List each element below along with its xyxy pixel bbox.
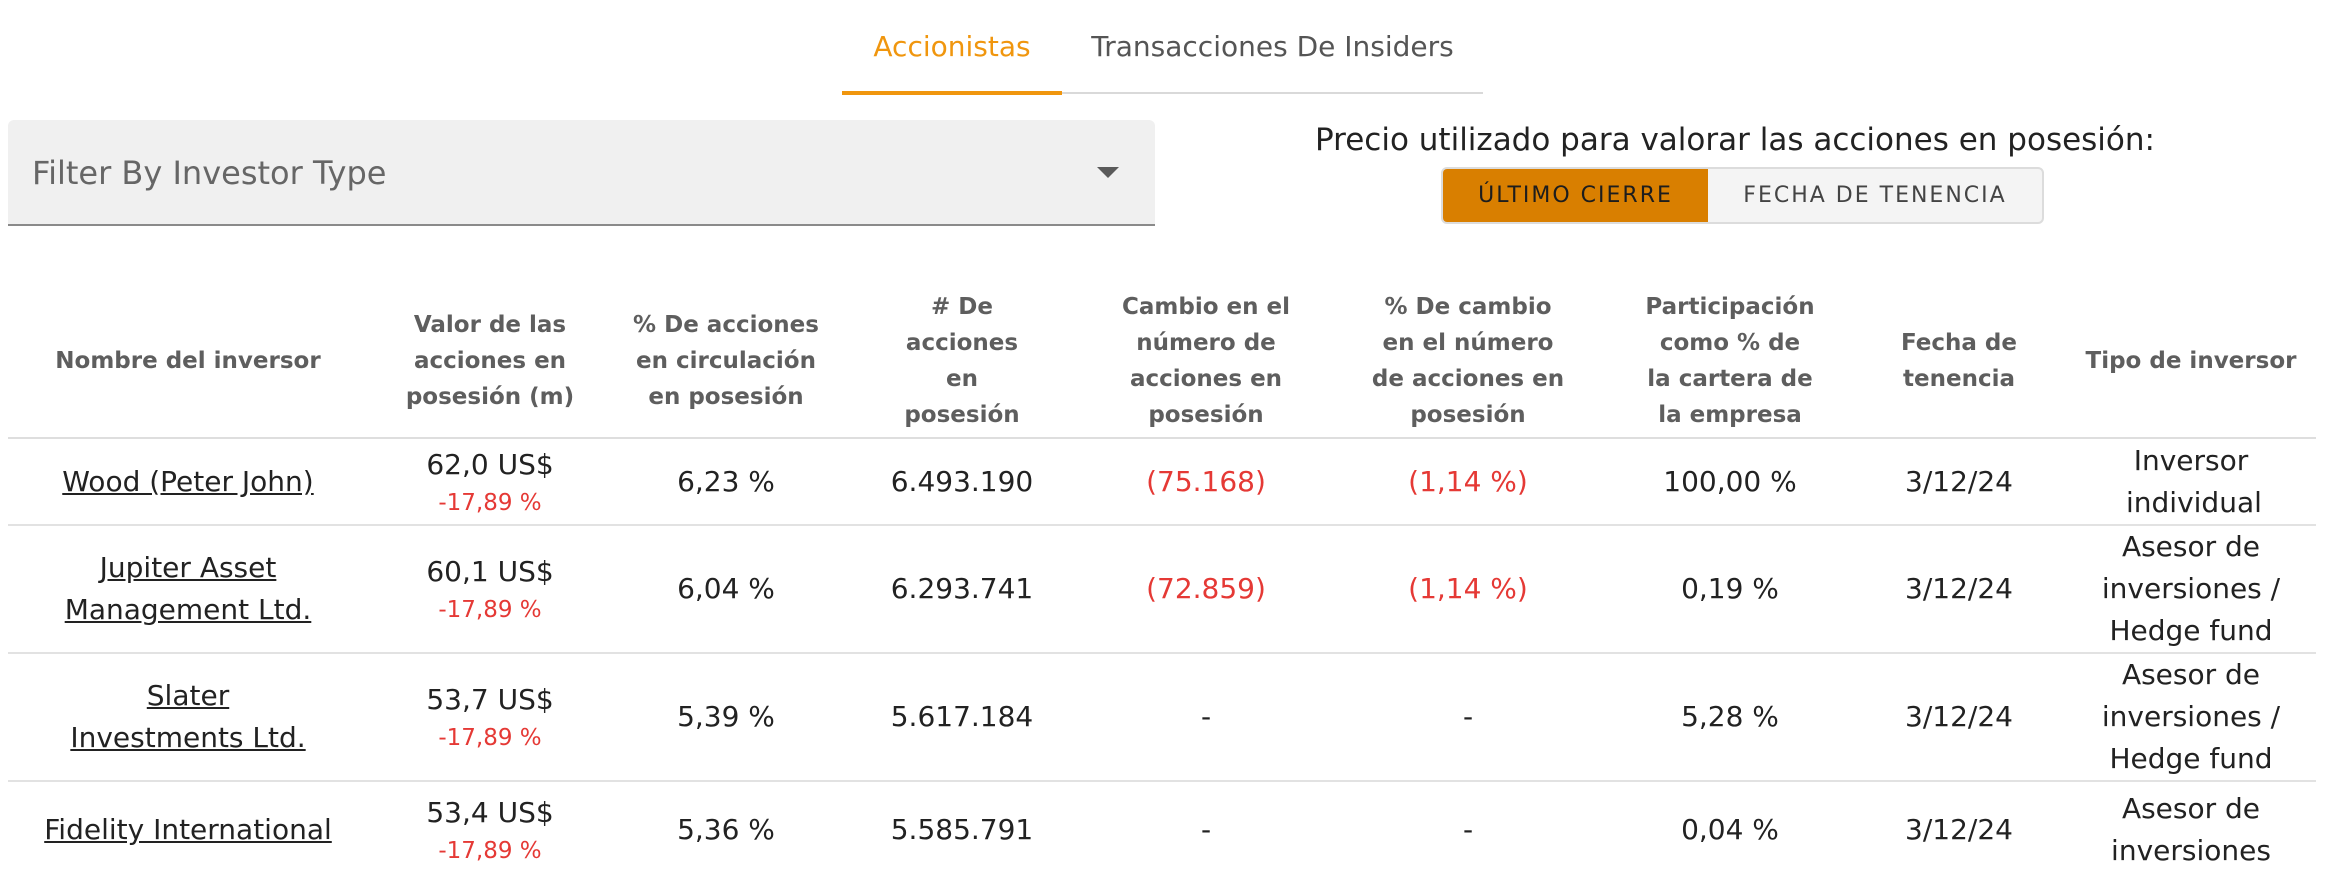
tab-bar: Accionistas Transacciones De Insiders xyxy=(842,0,1483,95)
header-pct-outstanding[interactable]: % De acciones en circulación en posesión xyxy=(612,285,840,437)
value-change: -17,89 % xyxy=(438,489,542,516)
investor-type-cell: Asesor de inversiones xyxy=(2066,782,2316,878)
investor-link[interactable]: Slater Investments Ltd. xyxy=(70,679,306,754)
header-shares-held[interactable]: # De acciones en posesión xyxy=(840,285,1084,437)
value-cell: 53,7 US$ -17,89 % xyxy=(368,654,612,780)
share-change-cell: (72.859) xyxy=(1146,572,1266,605)
holding-value: 62,0 US$ xyxy=(426,447,554,481)
investor-name-cell: Wood (Peter John) xyxy=(8,439,368,524)
holding-value: 53,4 US$ xyxy=(426,796,554,829)
filter-placeholder: Filter By Investor Type xyxy=(32,154,387,192)
header-label: Tipo de inversor xyxy=(2085,348,2297,374)
pct-outstanding-cell: 6,04 % xyxy=(677,572,775,605)
shares-held-cell: 5.585.791 xyxy=(890,813,1034,846)
last-close-button[interactable]: ÚLTIMO CIERRE xyxy=(1443,169,1708,222)
header-value-held[interactable]: Valor de las acciones en posesión (m) xyxy=(368,285,612,437)
investor-name-cell: Jupiter Asset Management Ltd. xyxy=(8,526,368,652)
value-change: -17,89 % xyxy=(438,597,542,623)
pct-outstanding-cell: 6,23 % xyxy=(677,464,775,498)
holding-value: 53,7 US$ xyxy=(426,683,554,716)
header-investor-type[interactable]: Tipo de inversor xyxy=(2066,285,2316,437)
value-cell: 60,1 US$ -17,89 % xyxy=(368,526,612,652)
table-row: Jupiter Asset Management Ltd. 60,1 US$ -1… xyxy=(8,526,2316,654)
value-change: -17,89 % xyxy=(438,838,542,864)
investor-link[interactable]: Jupiter Asset Management Ltd. xyxy=(64,551,312,626)
shares-held-cell: 6.493.190 xyxy=(890,464,1034,498)
investor-name-cell: Fidelity International xyxy=(8,782,368,878)
investor-link[interactable]: Wood (Peter John) xyxy=(62,464,314,498)
investor-type: Asesor de inversiones / Hedge fund xyxy=(2101,530,2281,647)
header-share-change[interactable]: Cambio en el número de acciones en poses… xyxy=(1084,285,1328,437)
investor-link[interactable]: Fidelity International xyxy=(44,813,332,846)
investor-type: Asesor de inversiones xyxy=(2111,792,2271,867)
header-label: Cambio en el número de acciones en poses… xyxy=(1122,294,1290,428)
header-label: % De acciones en circulación en posesión xyxy=(633,312,819,410)
table-header: Nombre del inversor Valor de las accione… xyxy=(8,285,2316,439)
table-row: Wood (Peter John) 62,0 US$ -17,89 % 6,23 … xyxy=(8,439,2316,526)
header-portfolio-pct[interactable]: Participación como % de la cartera de la… xyxy=(1608,285,1852,437)
header-investor-name[interactable]: Nombre del inversor xyxy=(8,285,368,437)
holding-date-cell: 3/12/24 xyxy=(1905,813,2013,846)
pct-change-cell: - xyxy=(1462,813,1474,846)
tab-transacciones-insiders[interactable]: Transacciones De Insiders xyxy=(1091,30,1454,63)
shareholders-table: Nombre del inversor Valor de las accione… xyxy=(8,285,2316,878)
price-valuation-label: Precio utilizado para valorar las accion… xyxy=(1315,122,2155,158)
investor-type-filter[interactable]: Filter By Investor Type xyxy=(8,120,1155,226)
share-change-cell: - xyxy=(1200,813,1212,846)
header-label: % De cambio en el número de acciones en … xyxy=(1371,294,1565,428)
tab-accionistas[interactable]: Accionistas xyxy=(842,0,1062,95)
header-label: # De acciones en posesión xyxy=(904,294,1020,428)
shares-held-cell: 5.617.184 xyxy=(890,700,1034,733)
investor-type-cell: Inversor individual xyxy=(2066,439,2316,524)
header-label: Fecha de tenencia xyxy=(1901,330,2017,392)
table-row: Slater Investments Ltd. 53,7 US$ -17,89 %… xyxy=(8,654,2316,782)
investor-type: Inversor individual xyxy=(2126,443,2262,519)
table-row: Fidelity International 53,4 US$ -17,89 % … xyxy=(8,782,2316,878)
holding-date-cell: 3/12/24 xyxy=(1905,700,2013,733)
value-change: -17,89 % xyxy=(438,725,542,751)
pct-change-cell: (1,14 %) xyxy=(1408,572,1528,605)
header-label: Valor de las acciones en posesión (m) xyxy=(405,312,575,410)
price-toggle: ÚLTIMO CIERRE FECHA DE TENENCIA xyxy=(1441,167,2044,224)
holding-date-button[interactable]: FECHA DE TENENCIA xyxy=(1743,183,2007,208)
portfolio-pct-cell: 100,00 % xyxy=(1663,464,1797,498)
chevron-down-icon xyxy=(1097,167,1119,178)
investor-type-cell: Asesor de inversiones / Hedge fund xyxy=(2066,526,2316,652)
shares-held-cell: 6.293.741 xyxy=(890,572,1034,605)
holding-date-cell: 3/12/24 xyxy=(1905,464,2013,498)
holding-value: 60,1 US$ xyxy=(426,555,554,588)
share-change-cell: - xyxy=(1200,700,1212,733)
header-pct-change[interactable]: % De cambio en el número de acciones en … xyxy=(1328,285,1608,437)
portfolio-pct-cell: 5,28 % xyxy=(1681,700,1779,733)
pct-outstanding-cell: 5,39 % xyxy=(677,700,775,733)
portfolio-pct-cell: 0,04 % xyxy=(1681,813,1779,846)
value-cell: 53,4 US$ -17,89 % xyxy=(368,782,612,878)
pct-change-cell: - xyxy=(1462,700,1474,733)
header-label: Nombre del inversor xyxy=(55,348,321,374)
header-label: Participación como % de la cartera de la… xyxy=(1645,294,1815,428)
portfolio-pct-cell: 0,19 % xyxy=(1681,572,1779,605)
header-holding-date[interactable]: Fecha de tenencia xyxy=(1852,285,2066,437)
holding-date-cell: 3/12/24 xyxy=(1905,572,2013,605)
pct-change-cell: (1,14 %) xyxy=(1408,464,1528,498)
share-change-cell: (75.168) xyxy=(1146,464,1266,498)
investor-name-cell: Slater Investments Ltd. xyxy=(8,654,368,780)
value-cell: 62,0 US$ -17,89 % xyxy=(368,439,612,524)
investor-type-cell: Asesor de inversiones / Hedge fund xyxy=(2066,654,2316,780)
pct-outstanding-cell: 5,36 % xyxy=(677,813,775,846)
investor-type: Asesor de inversiones / Hedge fund xyxy=(2101,658,2281,775)
